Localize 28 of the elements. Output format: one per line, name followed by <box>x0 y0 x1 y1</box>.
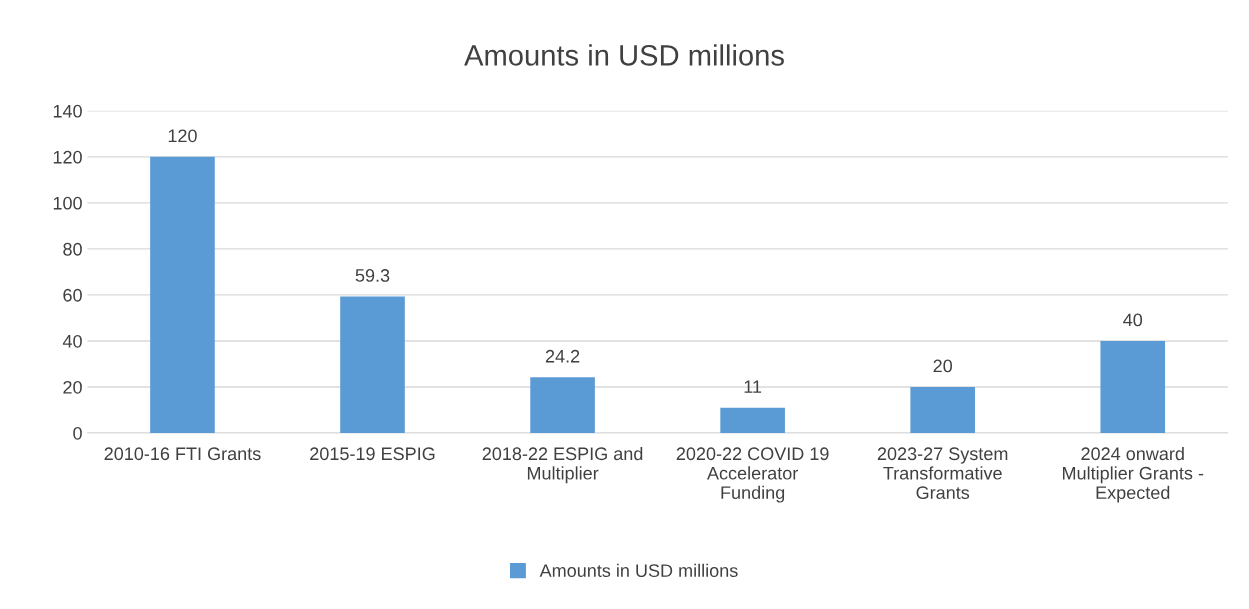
y-tick-label: 120 <box>53 150 82 164</box>
y-tick-label: 20 <box>63 380 82 394</box>
data-label: 59.3 <box>355 269 390 282</box>
data-label: 11 <box>744 380 762 393</box>
y-tick-label: 100 <box>53 196 82 210</box>
legend-label: Amounts in USD millions <box>539 563 738 577</box>
data-label: 40 <box>1123 313 1143 327</box>
y-tick-label: 140 <box>53 104 82 118</box>
y-tick-label: 80 <box>63 242 82 256</box>
x-tick-label: 2018-22 ESPIG and Multiplier <box>482 446 643 484</box>
data-label: 20 <box>933 359 953 373</box>
data-label: 120 <box>168 129 197 143</box>
chart-title: Amounts in USD millions <box>464 44 784 66</box>
bar <box>910 386 975 433</box>
x-tick-label: 2010-16 FTI Grants <box>104 447 261 461</box>
bar <box>1100 340 1166 433</box>
bar <box>530 377 595 433</box>
x-tick-label: 2015-19 ESPIG <box>310 447 435 461</box>
y-tick-label: 40 <box>62 334 82 348</box>
bar <box>150 156 215 433</box>
bar <box>340 296 405 433</box>
y-tick-label: 0 <box>73 426 82 440</box>
y-tick-label: 60 <box>63 288 82 302</box>
x-tick-label: 2023-27 System Transformative Grants <box>877 447 1008 500</box>
bar <box>720 407 785 433</box>
x-tick-label: 2024 onward Multiplier Grants - Expected <box>1062 446 1204 503</box>
x-tick-label: 2020-22 COVID 19 Accelerator Funding <box>676 447 829 503</box>
data-label: 24.2 <box>545 349 580 363</box>
